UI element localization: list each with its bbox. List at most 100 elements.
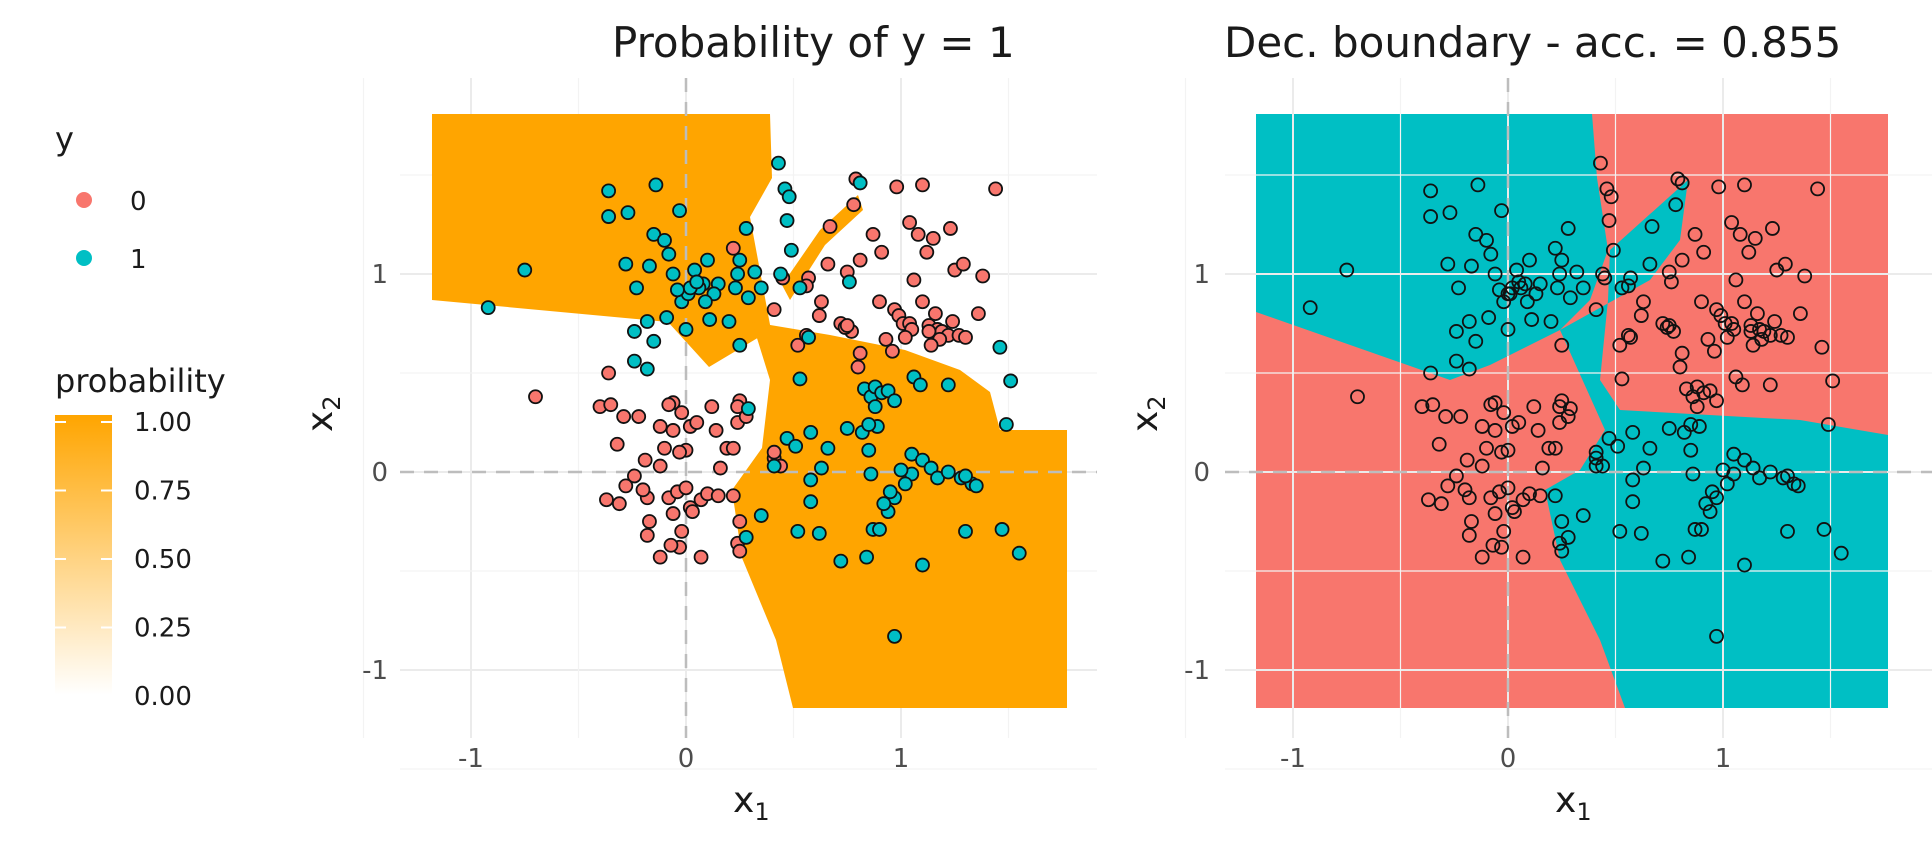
data-point-class-1 — [665, 266, 681, 282]
data-point-class-0 — [1737, 294, 1752, 310]
y-tick-label: -1 — [362, 656, 388, 686]
data-point-class-1 — [1470, 177, 1486, 193]
data-point-class-0 — [1700, 331, 1716, 347]
data-point-class-1 — [859, 549, 874, 565]
data-point-class-0 — [1532, 488, 1548, 504]
data-point-class-1 — [1500, 322, 1516, 337]
panel-decision-boundary-ylabel: x2 — [1125, 395, 1171, 432]
data-point-class-0 — [811, 308, 827, 323]
data-point-class-0 — [1659, 320, 1675, 335]
legend-probability-title: probability — [55, 362, 226, 400]
data-point-class-1 — [1449, 353, 1464, 369]
data-point-class-1 — [732, 337, 748, 353]
panel-probability-ylabel: x2 — [300, 395, 346, 432]
data-point-class-1 — [1704, 484, 1720, 500]
data-point-class-0 — [1433, 496, 1449, 512]
panel-probability: Probability of y = 1 -1 0 1 -1 0 1 x1 x2 — [300, 18, 1097, 826]
data-point-class-0 — [790, 337, 806, 353]
data-point-class-0 — [1707, 343, 1722, 359]
data-point-class-1 — [1528, 286, 1544, 302]
data-point-class-1 — [915, 557, 930, 573]
data-point-class-1 — [639, 314, 655, 329]
data-point-class-0 — [732, 514, 748, 529]
data-point-class-1 — [1442, 205, 1458, 221]
data-point-class-1 — [1494, 203, 1509, 219]
data-point-class-0 — [1696, 244, 1712, 260]
data-point-class-0 — [872, 294, 887, 310]
data-point-class-0 — [1530, 423, 1546, 438]
data-point-class-1 — [689, 274, 705, 290]
data-point-class-1 — [861, 417, 877, 432]
data-point-class-1 — [657, 232, 672, 248]
probability-region-lower — [732, 322, 1067, 708]
data-point-class-1 — [833, 553, 849, 569]
data-point-class-1 — [738, 529, 754, 545]
data-point-class-1 — [1709, 393, 1724, 409]
legend-probability: probability 1.00 0.75 0.50 0.25 0.00 — [55, 362, 226, 712]
data-point-class-1 — [790, 524, 806, 539]
data-point-class-0 — [1494, 539, 1509, 555]
data-point-class-1 — [1655, 553, 1671, 569]
data-point-class-1 — [1532, 276, 1548, 292]
y-tick-label: 0 — [1193, 458, 1210, 488]
data-point-class-1 — [1687, 522, 1703, 537]
data-point-class-1 — [1524, 312, 1540, 327]
data-point-class-1 — [1681, 549, 1696, 565]
data-point-class-0 — [814, 294, 829, 310]
data-point-class-1 — [730, 266, 745, 282]
data-point-class-1 — [820, 440, 836, 456]
data-point-class-0 — [665, 506, 681, 521]
data-point-class-1 — [1709, 628, 1724, 644]
data-point-class-1 — [740, 290, 756, 306]
data-point-class-1 — [697, 294, 713, 310]
data-point-class-1 — [788, 438, 804, 454]
legend-probability-colorbar — [55, 415, 112, 695]
data-point-class-0 — [1492, 484, 1507, 500]
data-point-class-0 — [1773, 327, 1789, 343]
data-point-class-0 — [1515, 549, 1531, 565]
data-point-class-0 — [1483, 397, 1499, 413]
data-point-class-1 — [1449, 324, 1464, 339]
data-point-class-0 — [725, 440, 741, 456]
data-point-class-0 — [631, 409, 647, 424]
data-point-class-1 — [1562, 401, 1578, 417]
data-point-class-1 — [893, 462, 909, 478]
data-point-class-0 — [766, 444, 782, 460]
data-point-class-0 — [1668, 197, 1684, 213]
panel-decision-boundary-points — [1302, 155, 1849, 644]
data-point-class-1 — [700, 252, 715, 268]
data-point-class-1 — [1814, 339, 1830, 355]
data-point-class-1 — [839, 421, 855, 436]
data-point-class-1 — [740, 401, 756, 417]
decision-region-class-1-upper — [1256, 114, 1608, 380]
data-point-class-0 — [906, 272, 922, 288]
data-point-class-0 — [1522, 486, 1537, 502]
data-point-class-1 — [1543, 314, 1559, 329]
data-point-class-1 — [882, 484, 898, 500]
data-point-class-0 — [1767, 314, 1782, 329]
data-point-class-0 — [652, 419, 668, 434]
data-point-class-0 — [923, 337, 939, 353]
data-point-class-1 — [887, 628, 902, 644]
data-point-class-1 — [1780, 524, 1795, 539]
data-point-class-1 — [1825, 373, 1841, 389]
data-point-class-1 — [1461, 314, 1477, 329]
data-point-class-0 — [1535, 460, 1550, 476]
panel-decision-boundary-tick-labels: -1 0 1 -1 0 1 — [1184, 260, 1731, 774]
data-point-class-0 — [1633, 308, 1649, 323]
data-point-class-0 — [672, 444, 687, 460]
data-point-class-1 — [1664, 274, 1679, 290]
data-point-class-1 — [872, 522, 887, 537]
data-point-class-1 — [940, 377, 956, 393]
data-point-class-1 — [672, 203, 687, 219]
data-point-class-0 — [1743, 324, 1759, 339]
data-point-class-1 — [803, 494, 819, 510]
x-tick-label: 0 — [678, 744, 695, 774]
colorbar-tick-label: 0.75 — [134, 477, 192, 507]
data-point-class-0 — [678, 480, 694, 496]
data-point-class-1 — [1603, 189, 1619, 205]
data-point-class-1 — [1702, 504, 1718, 520]
data-point-class-0 — [693, 549, 709, 565]
data-point-class-0 — [1485, 537, 1501, 553]
